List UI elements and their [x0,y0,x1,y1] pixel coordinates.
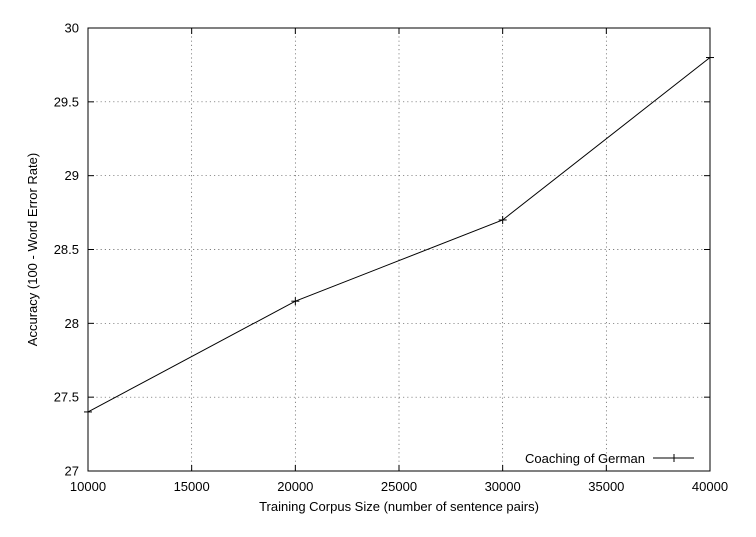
y-tick-labels: 27 27.5 28 28.5 29 29.5 30 [54,21,79,479]
x-tick-label: 35000 [588,479,624,494]
y-tick-label: 29.5 [54,94,79,109]
x-tick-label: 10000 [70,479,106,494]
data-point-marker [498,215,507,224]
x-tick-label: 30000 [485,479,521,494]
x-tick-label: 25000 [381,479,417,494]
series-group [84,53,714,416]
data-point-marker [706,53,714,62]
data-point-marker [291,297,300,306]
legend-marker [670,454,678,462]
x-tick-label: 20000 [277,479,313,494]
y-tick-label: 28 [65,316,79,331]
series-line [87,57,711,413]
axis-ticks [87,27,711,472]
y-tick-label: 28.5 [54,242,79,257]
x-tick-labels: 10000 15000 20000 25000 30000 35000 40000 [70,479,728,494]
y-tick-label: 30 [65,21,79,36]
grid-lines [88,28,710,471]
x-tick-label: 15000 [174,479,210,494]
y-tick-label: 27 [65,464,79,479]
y-tick-label: 29 [65,168,79,183]
y-axis-label: Accuracy (100 - Word Error Rate) [25,153,40,346]
x-tick-label: 40000 [692,479,728,494]
data-point-marker [84,407,92,416]
legend-label: Coaching of German [525,451,645,466]
x-axis-label: Training Corpus Size (number of sentence… [259,499,539,514]
legend: Coaching of German [525,451,694,466]
y-tick-label: 27.5 [54,390,79,405]
